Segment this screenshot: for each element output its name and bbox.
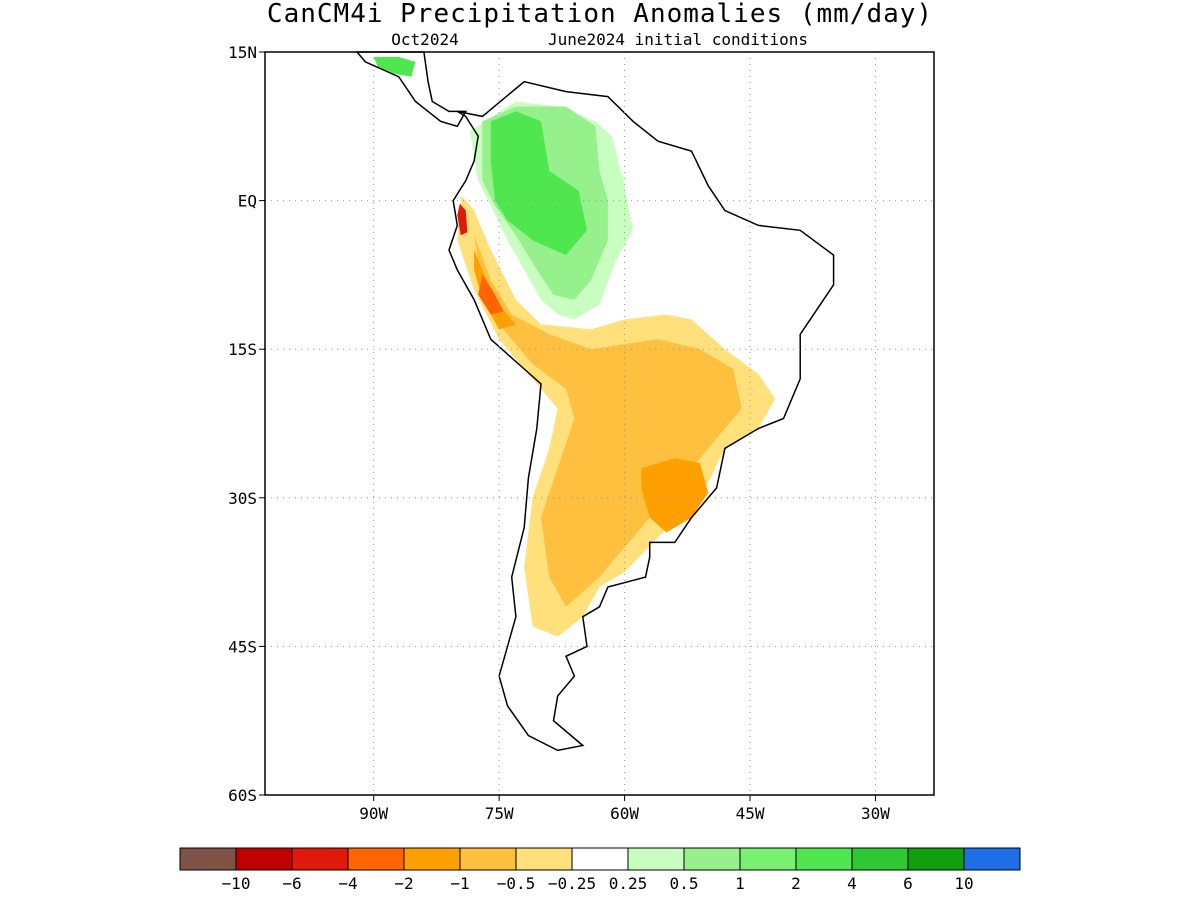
lon-tick-label: 90W [359, 804, 388, 823]
anomaly-region-dry-extreme [457, 203, 468, 236]
anomaly-region-dry-strong [641, 458, 709, 533]
legend-label: −10 [222, 874, 251, 893]
legend-label: 10 [954, 874, 973, 893]
legend-label: −0.25 [548, 874, 596, 893]
anomaly-region-wet-strong [373, 57, 416, 77]
anomaly-region-dry-heavy [478, 274, 504, 315]
map-panel: 15N EQ 15S 30S 45S 60S 90W 75W 60W 45W 30W [228, 43, 935, 823]
lat-tick-label: 15N [228, 43, 257, 62]
map-frame [264, 51, 935, 796]
legend-label: 4 [847, 874, 857, 893]
legend-swatch [627, 847, 685, 871]
color-legend: −10 −6 −4 −2 −1 −0.5 −0.25 0.25 0.5 1 2 4 6 10 [179, 847, 1021, 893]
forecast-month-label: Oct2024 [391, 30, 458, 49]
legend-label: 2 [791, 874, 801, 893]
lat-tick-label: 45S [228, 637, 257, 656]
legend-swatch [515, 847, 573, 871]
figure-title: CanCM4i Precipitation Anomalies (mm/day) [267, 0, 933, 29]
lon-tick-label: 30W [861, 804, 890, 823]
legend-swatch [347, 847, 405, 871]
legend-label: −4 [338, 874, 357, 893]
lat-tick-label: 15S [228, 340, 257, 359]
legend-swatch [291, 847, 349, 871]
lon-tick-label: 60W [610, 804, 639, 823]
lat-tick-label: 60S [228, 786, 257, 805]
legend-label: −0.5 [497, 874, 536, 893]
legend-swatch [795, 847, 853, 871]
legend-swatch [179, 847, 237, 871]
south-america-coastline [448, 80, 835, 752]
anomaly-region-wet-strong [490, 111, 587, 256]
initial-conditions-label: June2024 initial conditions [548, 30, 808, 49]
anomaly-shading [373, 57, 776, 637]
legend-swatch [739, 847, 797, 871]
legend-swatch [683, 847, 741, 871]
legend-label: 6 [903, 874, 913, 893]
lat-tick-label: 30S [228, 489, 257, 508]
lon-tick-label: 75W [485, 804, 514, 823]
legend-swatch [459, 847, 517, 871]
legend-swatch [907, 847, 965, 871]
legend-label: −1 [450, 874, 469, 893]
legend-label: 0.5 [670, 874, 699, 893]
anomaly-region-dry-mid [474, 235, 742, 607]
legend-label: 1 [735, 874, 745, 893]
legend-label: −6 [282, 874, 301, 893]
legend-swatch [403, 847, 461, 871]
lat-tick-label: EQ [238, 192, 257, 211]
legend-label: −2 [394, 874, 413, 893]
legend-swatch [851, 847, 909, 871]
legend-swatch [235, 847, 293, 871]
legend-swatch [963, 847, 1021, 871]
legend-swatch [571, 847, 629, 871]
axis-ticks: 15N EQ 15S 30S 45S 60S 90W 75W 60W 45W 30W [228, 43, 890, 823]
lon-tick-label: 45W [736, 804, 765, 823]
legend-label: 0.25 [609, 874, 648, 893]
